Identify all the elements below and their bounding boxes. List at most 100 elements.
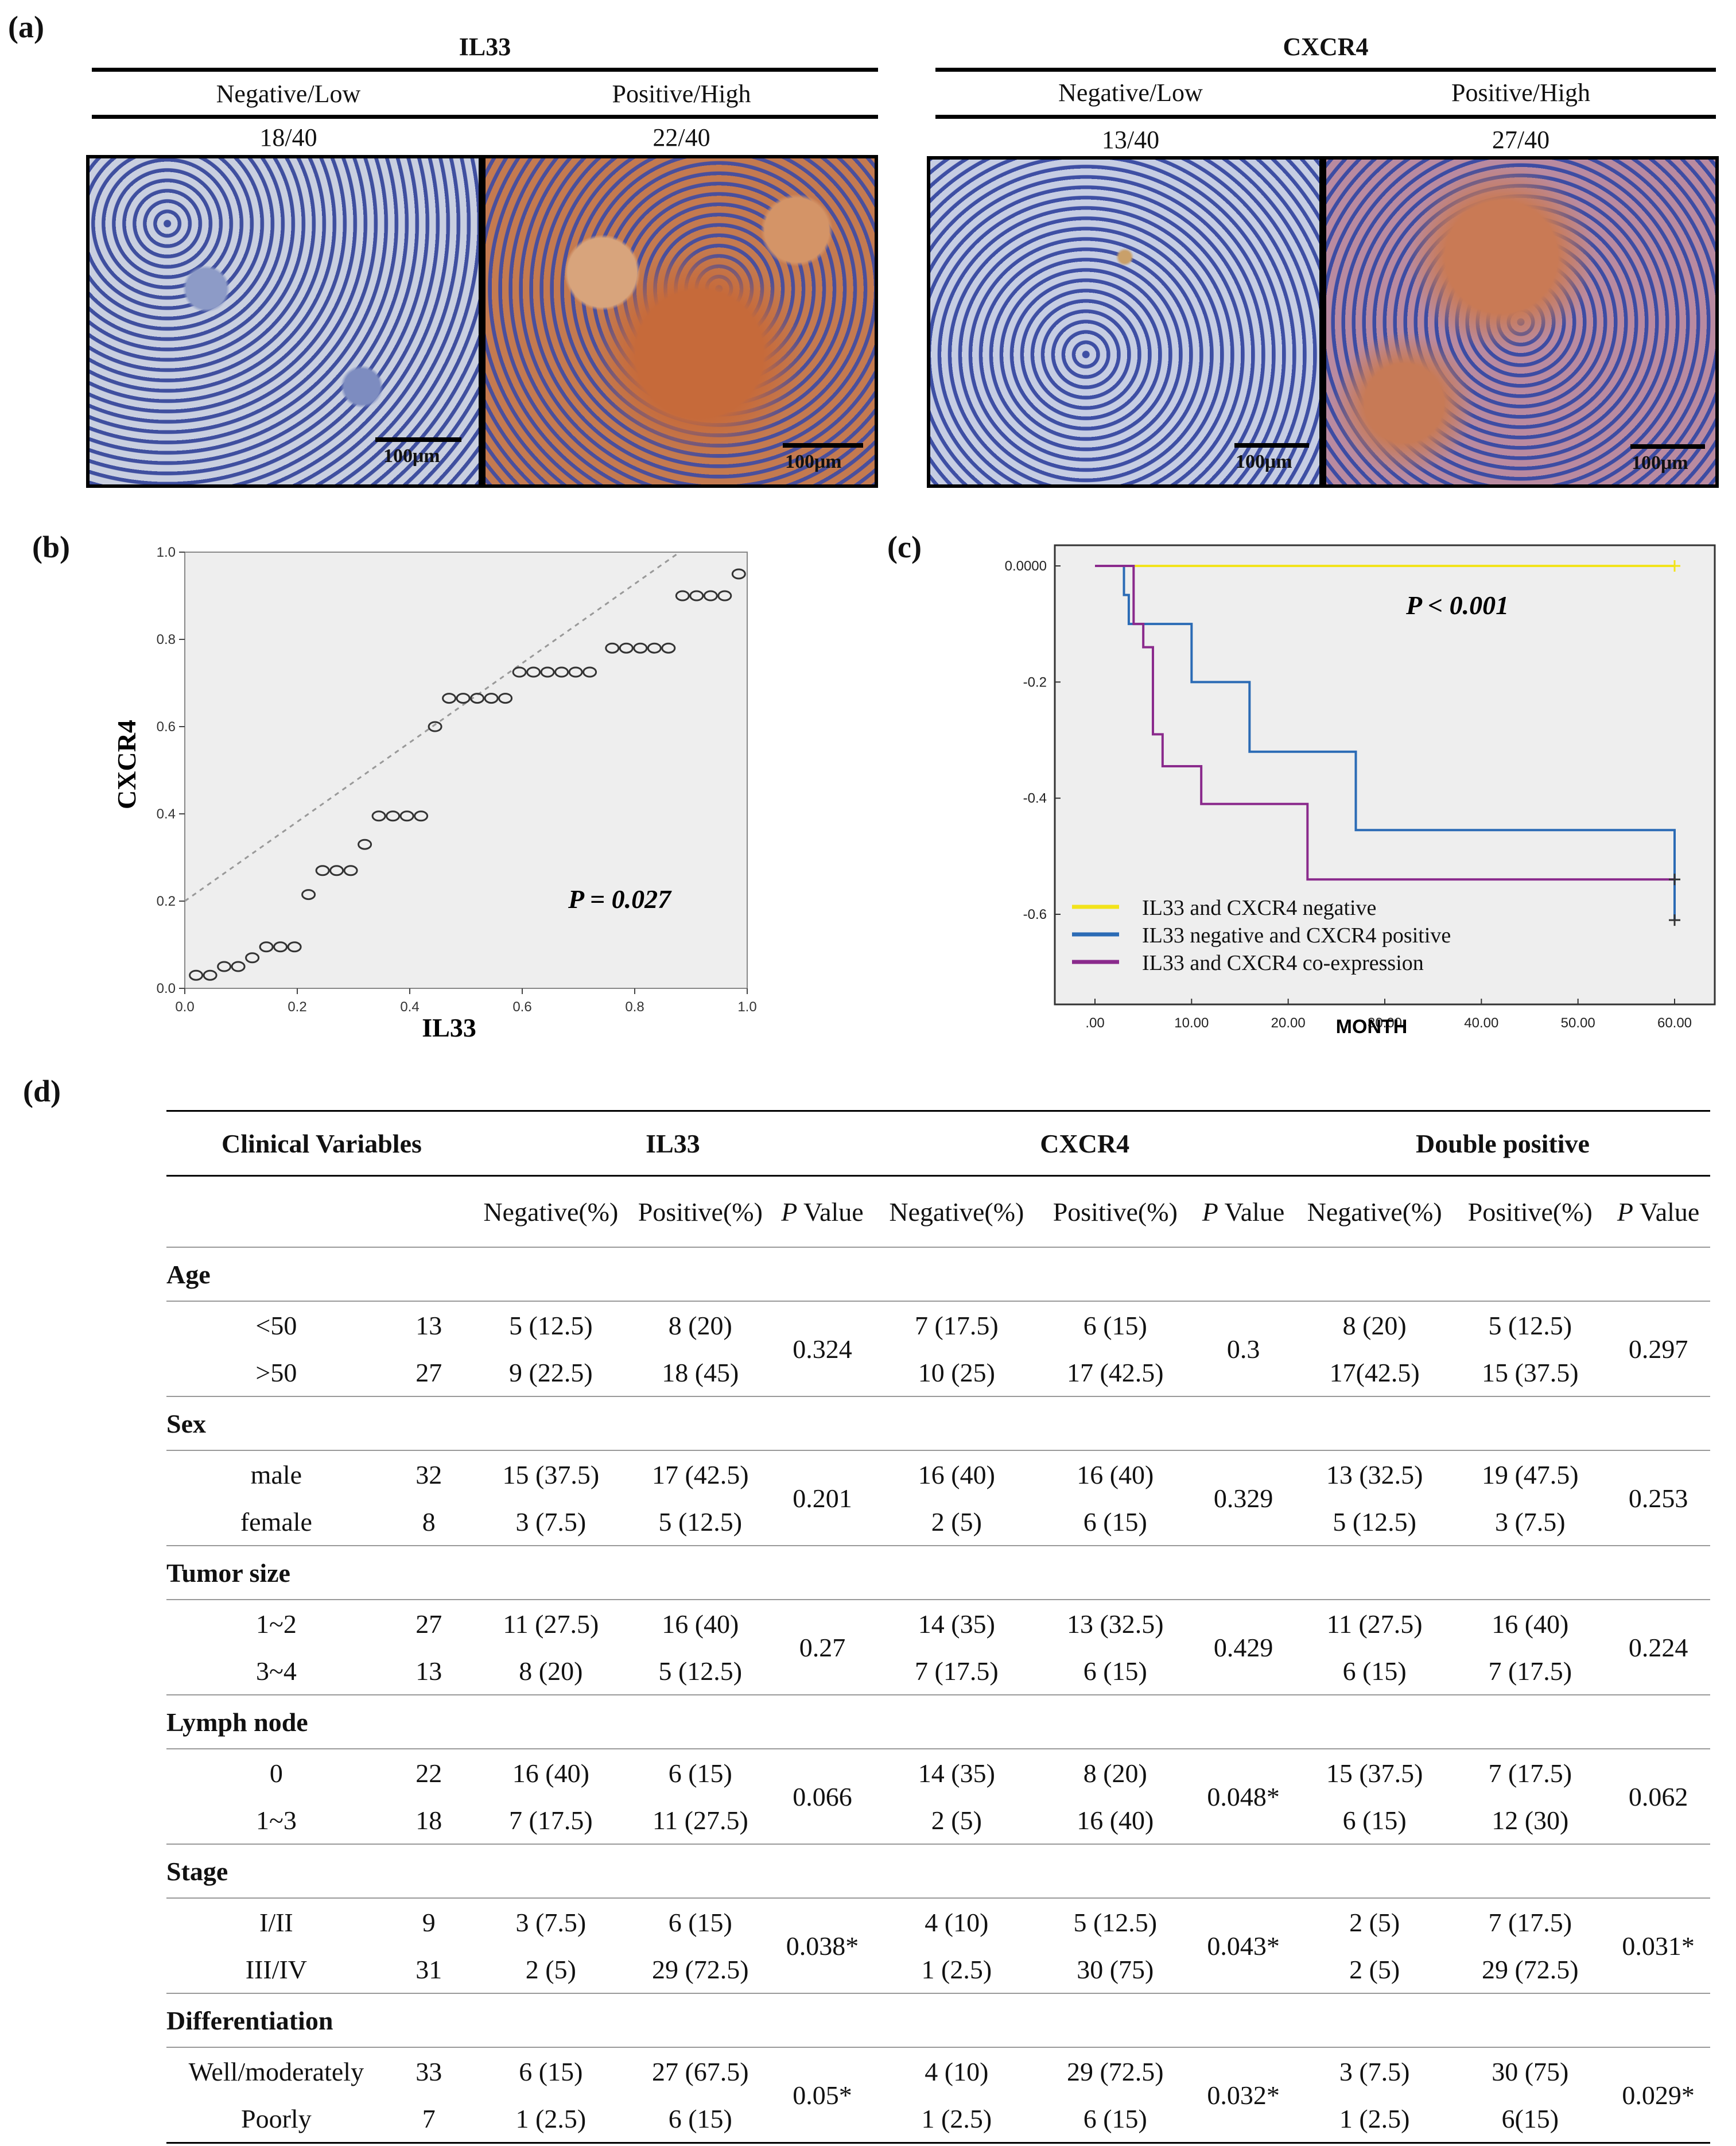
header-cxcr4: CXCR4 xyxy=(874,1111,1295,1176)
subheader-cell: Negative(%) xyxy=(874,1176,1039,1248)
group-label: Tumor size xyxy=(166,1546,1710,1600)
row-label: <50 xyxy=(166,1301,386,1349)
cell-double: 3 (7.5) xyxy=(1295,2047,1454,2095)
cell-double: 11 (27.5) xyxy=(1295,1600,1454,1647)
y-tick-label: 0.6 xyxy=(157,719,176,735)
x-tick-label: 1.0 xyxy=(737,999,756,1015)
cell-il33: 6 (15) xyxy=(472,2047,630,2095)
clinical-table: Clinical Variables IL33 CXCR4 Double pos… xyxy=(166,1110,1710,2146)
p-value-il33: 0.066 xyxy=(771,1749,875,1844)
cell-double: 5 (12.5) xyxy=(1295,1498,1454,1546)
row-label: III/IV xyxy=(166,1946,386,1993)
row-n: 9 xyxy=(386,1898,472,1946)
cell-il33: 15 (37.5) xyxy=(472,1450,630,1498)
cell-cxcr4: 6 (15) xyxy=(1039,1498,1191,1546)
cell-cxcr4: 2 (5) xyxy=(874,1796,1039,1844)
cell-cxcr4: 7 (17.5) xyxy=(874,1301,1039,1349)
cell-cxcr4: 17 (42.5) xyxy=(1039,1349,1191,1396)
cell-il33: 18 (45) xyxy=(630,1349,771,1396)
subheader-cell: P Value xyxy=(1191,1176,1295,1248)
cell-cxcr4: 2 (5) xyxy=(874,1498,1039,1546)
cell-il33: 8 (20) xyxy=(472,1647,630,1695)
x-tick-label: 0.6 xyxy=(512,999,531,1015)
cell-il33: 5 (12.5) xyxy=(472,1301,630,1349)
row-label: 1~2 xyxy=(166,1600,386,1647)
cell-il33: 11 (27.5) xyxy=(630,1796,771,1844)
row-n: 13 xyxy=(386,1301,472,1349)
x-tick-label: 0.4 xyxy=(400,999,419,1015)
cell-cxcr4: 4 (10) xyxy=(874,2047,1039,2095)
plot-area xyxy=(185,552,747,988)
p-value-cxcr4: 0.429 xyxy=(1191,1600,1295,1695)
p-value-cxcr4: 0.329 xyxy=(1191,1450,1295,1546)
p-value-cxcr4: 0.032* xyxy=(1191,2047,1295,2143)
p-value-cxcr4: 0.048* xyxy=(1191,1749,1295,1844)
cell-cxcr4: 5 (12.5) xyxy=(1039,1898,1191,1946)
cell-cxcr4: 29 (72.5) xyxy=(1039,2047,1191,2095)
group-row: Age xyxy=(166,1247,1710,1301)
row-n: 18 xyxy=(386,1796,472,1844)
row-n: 31 xyxy=(386,1946,472,1993)
cell-cxcr4: 30 (75) xyxy=(1039,1946,1191,1993)
cell-cxcr4: 1 (2.5) xyxy=(874,2095,1039,2143)
cell-il33: 5 (12.5) xyxy=(630,1498,771,1546)
cell-double: 12 (30) xyxy=(1454,1796,1606,1844)
row-n: 33 xyxy=(386,2047,472,2095)
p-value-il33: 0.324 xyxy=(771,1301,875,1396)
row-label: 0 xyxy=(166,1749,386,1796)
p-value-double: 0.062 xyxy=(1606,1749,1710,1844)
cell-double: 13 (32.5) xyxy=(1295,1450,1454,1498)
cell-double: 19 (47.5) xyxy=(1454,1450,1606,1498)
y-tick-label: 0.4 xyxy=(157,806,176,822)
cell-il33: 29 (72.5) xyxy=(630,1946,771,1993)
cell-double: 5 (12.5) xyxy=(1454,1301,1606,1349)
table-header-row: Clinical Variables IL33 CXCR4 Double pos… xyxy=(166,1111,1710,1176)
cell-il33: 2 (5) xyxy=(472,1946,630,1993)
group-label: Stage xyxy=(166,1844,1710,1898)
cell-il33: 3 (7.5) xyxy=(472,1498,630,1546)
cell-il33: 5 (12.5) xyxy=(630,1647,771,1695)
cell-double: 2 (5) xyxy=(1295,1898,1454,1946)
subheader-cell: Positive(%) xyxy=(1454,1176,1606,1248)
cell-cxcr4: 10 (25) xyxy=(874,1349,1039,1396)
subheader-cell: Negative(%) xyxy=(472,1176,630,1248)
cell-double: 7 (17.5) xyxy=(1454,1898,1606,1946)
header-il33: IL33 xyxy=(472,1111,875,1176)
row-label: male xyxy=(166,1450,386,1498)
row-n: 32 xyxy=(386,1450,472,1498)
cell-il33: 17 (42.5) xyxy=(630,1450,771,1498)
subheader-cell: Positive(%) xyxy=(630,1176,771,1248)
cell-double: 15 (37.5) xyxy=(1454,1349,1606,1396)
x-axis-label: IL33 xyxy=(422,1013,476,1042)
table-bottom-rule-cell xyxy=(166,2143,1710,2146)
cell-double: 6 (15) xyxy=(1295,1796,1454,1844)
cell-double: 2 (5) xyxy=(1295,1946,1454,1993)
cell-il33: 27 (67.5) xyxy=(630,2047,771,2095)
row-label: Well/moderately xyxy=(166,2047,386,2095)
row-label: 1~3 xyxy=(166,1796,386,1844)
cell-cxcr4: 13 (32.5) xyxy=(1039,1600,1191,1647)
group-row: Differentiation xyxy=(166,1993,1710,2047)
cell-cxcr4: 6 (15) xyxy=(1039,1647,1191,1695)
cell-il33: 6 (15) xyxy=(630,1749,771,1796)
subheader-blank xyxy=(166,1176,472,1248)
cell-il33: 7 (17.5) xyxy=(472,1796,630,1844)
p-value-cxcr4: 0.3 xyxy=(1191,1301,1295,1396)
y-tick-label: 1.0 xyxy=(157,545,176,560)
cell-double: 3 (7.5) xyxy=(1454,1498,1606,1546)
cell-double: 7 (17.5) xyxy=(1454,1647,1606,1695)
group-label: Differentiation xyxy=(166,1993,1710,2047)
p-value-double: 0.253 xyxy=(1606,1450,1710,1546)
cell-double: 1 (2.5) xyxy=(1295,2095,1454,2143)
y-tick-label: 0.2 xyxy=(157,894,176,909)
cell-double: 16 (40) xyxy=(1454,1600,1606,1647)
